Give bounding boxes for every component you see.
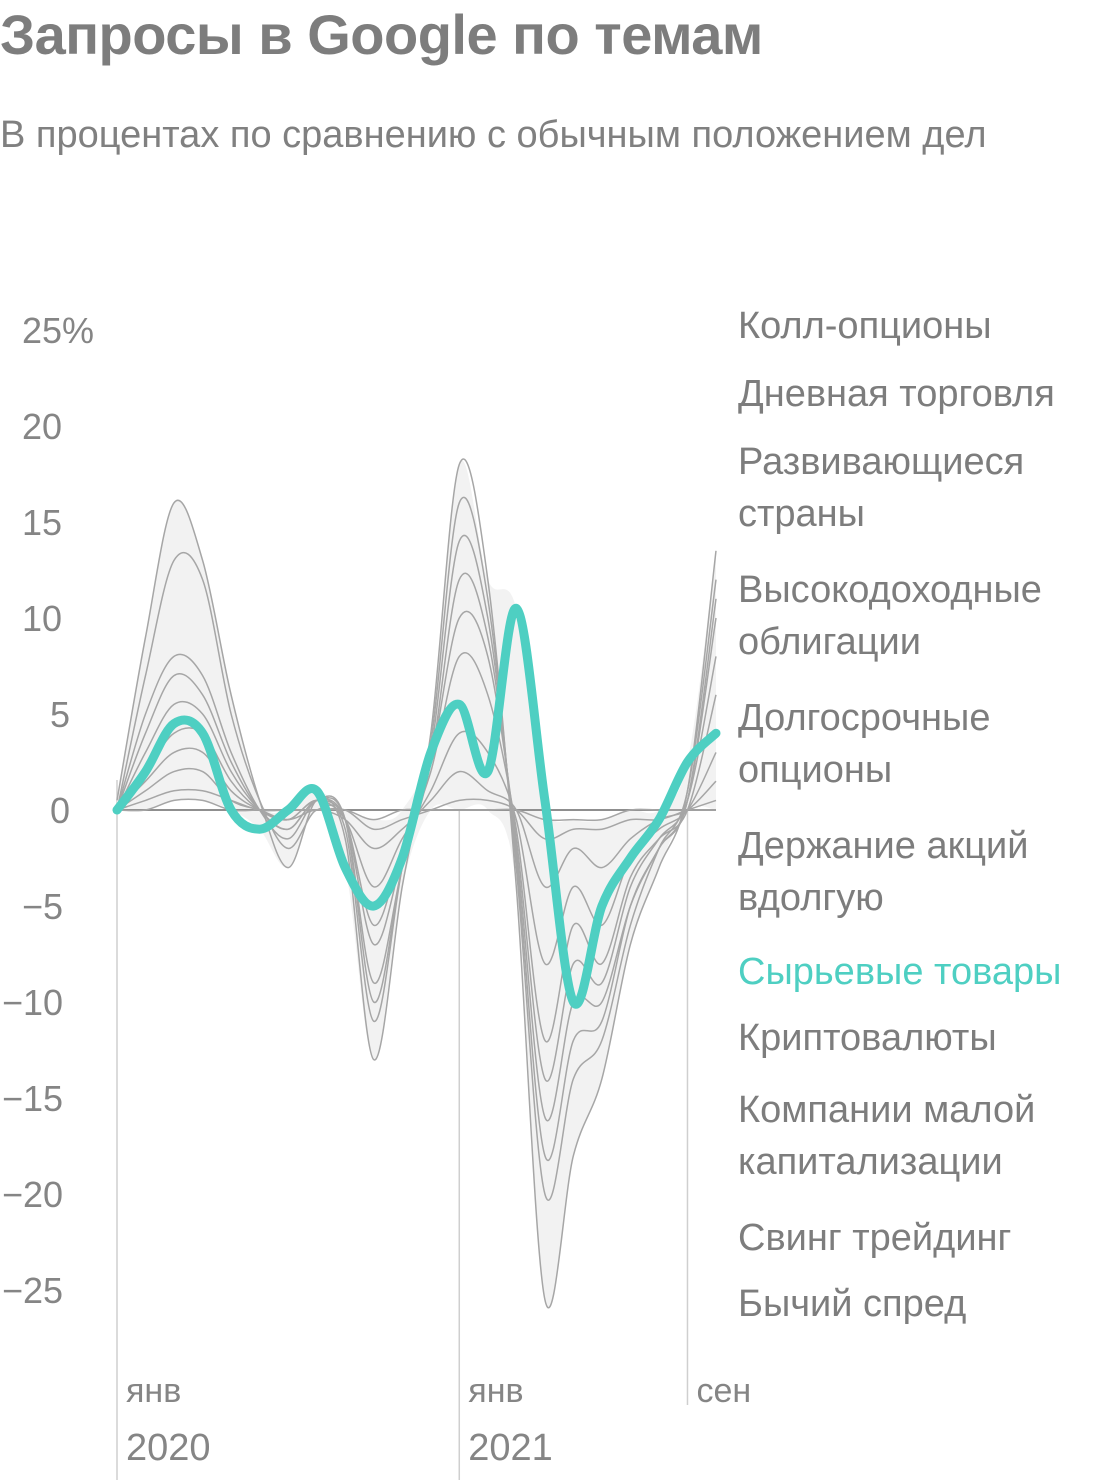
- series-line: [116, 572, 717, 1122]
- x-year-label: 2021: [468, 1427, 553, 1469]
- y-tick-label: −5: [22, 886, 63, 927]
- legend-item: Бычий спред: [738, 1283, 967, 1325]
- legend-item: Держание акций вдолгую: [738, 825, 1029, 919]
- x-tick-label: сен: [696, 1372, 751, 1410]
- y-tick-label: 25%: [22, 310, 94, 351]
- x-tick-label: янв: [126, 1372, 181, 1410]
- envelope-band: [117, 460, 716, 1308]
- y-tick-label: 20: [22, 406, 62, 447]
- series-line: [116, 534, 717, 1161]
- y-tick-label: 15: [22, 502, 62, 543]
- series-line: [116, 458, 717, 1309]
- series-line: [116, 730, 717, 966]
- legend-item: Колл-опционы: [738, 305, 992, 347]
- y-tick-label: 0: [50, 790, 70, 831]
- legend-item: Компании малой капитализации: [738, 1089, 1036, 1183]
- highlight-series-line: [112, 603, 721, 1009]
- legend-item: Криптовалюты: [738, 1017, 997, 1059]
- chart-subtitle: В процентах по сравнению с обычным полож…: [0, 114, 987, 156]
- y-tick-label: 5: [50, 694, 70, 735]
- legend-item: Дневная торговля: [738, 373, 1055, 415]
- legend-item: Долгосрочные опционы: [738, 697, 991, 791]
- legend-item: Развивающиеся страны: [738, 441, 1025, 535]
- legend-item: Высокодоходные облигации: [738, 569, 1042, 663]
- series-line: [116, 610, 717, 1082]
- legend-item: Сырьевые товары: [738, 951, 1062, 993]
- y-tick-label: −15: [2, 1078, 63, 1119]
- y-tick-label: 10: [22, 598, 62, 639]
- chart-title: Запросы в Google по темам: [0, 3, 763, 66]
- legend-item: Свинг трейдинг: [738, 1217, 1012, 1259]
- series-line: [116, 496, 717, 1201]
- x-year-label: 2020: [126, 1427, 211, 1469]
- x-tick-label: янв: [468, 1372, 523, 1410]
- y-tick-label: −10: [2, 982, 63, 1023]
- y-tick-label: −20: [2, 1174, 63, 1215]
- y-tick-label: −25: [2, 1270, 63, 1311]
